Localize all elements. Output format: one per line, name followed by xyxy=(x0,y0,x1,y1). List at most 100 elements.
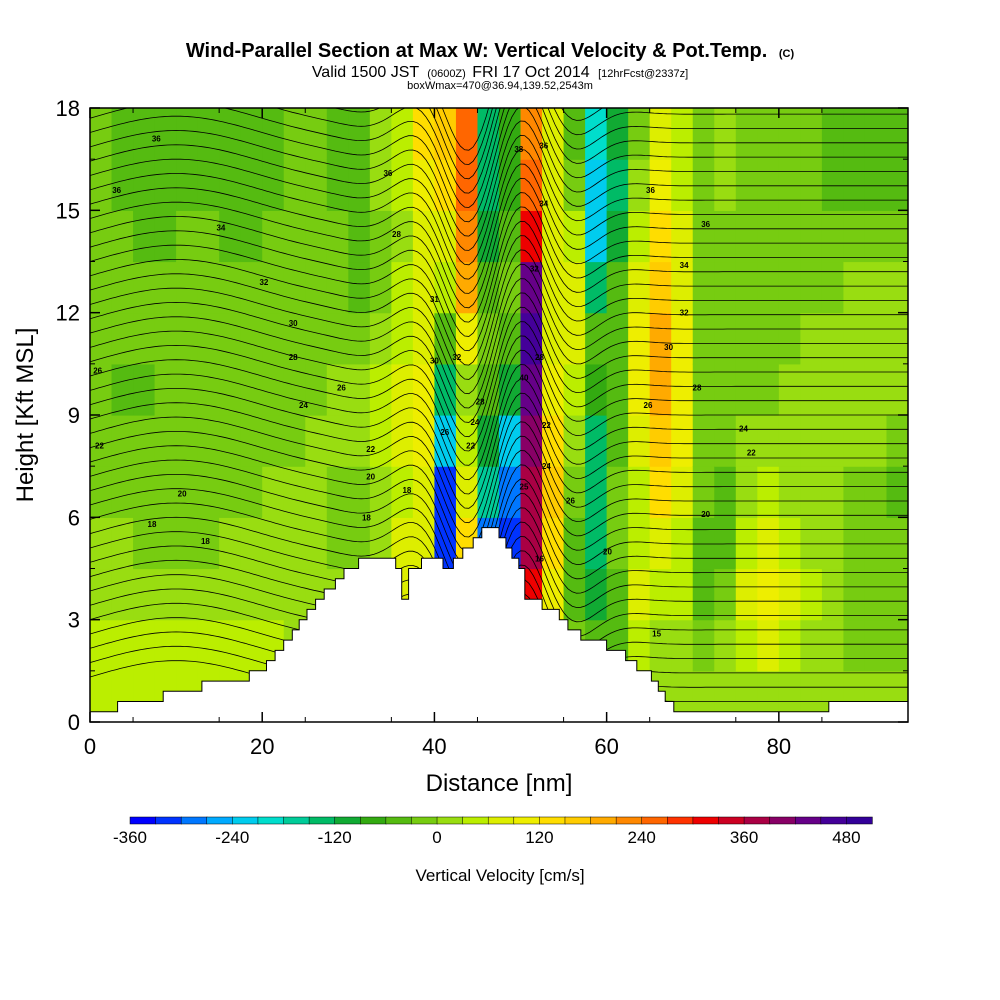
colorbar-swatch xyxy=(564,816,592,825)
colorbar-label: Vertical Velocity [cm/s] xyxy=(415,866,584,885)
field-cell xyxy=(176,619,199,672)
field-cell xyxy=(283,517,306,570)
field-cell xyxy=(455,261,479,314)
field-cell xyxy=(348,415,371,467)
field-cell xyxy=(886,261,908,314)
field-cell xyxy=(434,466,457,518)
field-cell xyxy=(843,568,866,621)
field-cell xyxy=(714,568,737,621)
field-cell xyxy=(800,210,823,263)
contour-label: 40 xyxy=(520,374,529,383)
field-cell xyxy=(649,312,672,365)
field-cell xyxy=(111,466,134,518)
field-cell xyxy=(111,517,134,570)
field-cell xyxy=(305,466,328,518)
theta-contour xyxy=(90,163,908,294)
field-cell xyxy=(111,415,134,467)
contour-label: 30 xyxy=(664,343,673,352)
y-tick-label: 6 xyxy=(68,505,80,530)
terrain xyxy=(89,527,909,723)
terrain-profile xyxy=(89,527,909,723)
field-cell xyxy=(176,568,199,621)
field-cell xyxy=(283,363,306,416)
field-cell xyxy=(477,466,500,518)
field-cell xyxy=(628,619,651,672)
colorbar-swatch xyxy=(846,816,873,825)
contour-label: 20 xyxy=(701,510,710,519)
field-cell xyxy=(778,466,801,518)
field-cell xyxy=(219,210,242,263)
colorbar-swatch xyxy=(667,816,694,825)
field-cell xyxy=(692,619,715,672)
field-cell xyxy=(671,108,694,160)
theta-contour xyxy=(275,108,908,194)
field-cell xyxy=(412,466,436,518)
field-cell xyxy=(649,108,672,160)
field-cell xyxy=(735,159,758,211)
contour-label: 26 xyxy=(337,384,346,393)
field-cell xyxy=(886,466,908,518)
colorbar-swatch xyxy=(436,816,464,825)
field-cell xyxy=(111,261,134,314)
field-cell xyxy=(305,363,328,416)
contour-label: 22 xyxy=(366,445,375,454)
field-cell xyxy=(585,415,608,467)
field-cell xyxy=(886,108,908,160)
field-cell xyxy=(864,159,888,211)
field-cell xyxy=(176,261,199,314)
field-cell xyxy=(391,108,414,160)
chart-subtitle: Valid 1500 JST (0600Z) FRI 17 Oct 2014 [… xyxy=(312,64,688,81)
field-cell xyxy=(348,466,371,518)
field-cell xyxy=(240,466,263,518)
field-cell xyxy=(585,261,608,314)
theta-contour xyxy=(90,407,908,538)
theta-contour xyxy=(90,120,908,251)
field-cell xyxy=(240,312,263,365)
contour-label: 18 xyxy=(362,513,371,522)
field-cell xyxy=(133,415,156,467)
field-cell xyxy=(757,159,780,211)
field-cell xyxy=(692,517,715,570)
x-tick-label: 80 xyxy=(767,734,791,759)
field-cell xyxy=(585,312,608,365)
field-cell xyxy=(563,312,586,365)
field-cell xyxy=(649,568,672,621)
x-tick-label: 20 xyxy=(250,734,274,759)
field-cell xyxy=(692,210,715,263)
field-cell xyxy=(176,159,199,211)
field-cell xyxy=(348,210,371,263)
y-tick-label: 15 xyxy=(56,198,80,223)
field-cell xyxy=(778,568,801,621)
colorbar-swatch xyxy=(385,816,413,825)
field-cell xyxy=(369,312,392,365)
field-cell xyxy=(240,363,263,416)
field-cell xyxy=(197,108,220,160)
field-cell xyxy=(305,261,328,314)
contour-label: 32 xyxy=(452,353,461,362)
field-cell xyxy=(90,466,113,518)
field-cell xyxy=(90,261,113,314)
theta-contour xyxy=(90,278,908,409)
field-cell xyxy=(219,108,242,160)
field-cell xyxy=(714,261,737,314)
contour-label: 36 xyxy=(539,142,548,151)
theta-contour xyxy=(90,134,908,266)
field-cell xyxy=(197,312,220,365)
field-cell xyxy=(542,415,565,467)
contour-label: 18 xyxy=(201,537,210,546)
field-cell xyxy=(692,108,715,160)
field-cell xyxy=(455,159,479,211)
field-cell xyxy=(176,415,199,467)
field-cell xyxy=(864,415,888,467)
field-cell xyxy=(133,261,156,314)
field-cell xyxy=(778,312,801,365)
field-cell xyxy=(348,108,371,160)
field-cell xyxy=(800,670,823,722)
field-cell xyxy=(735,466,758,518)
field-cell xyxy=(649,210,672,263)
field-cell xyxy=(714,159,737,211)
colorbar-tick-label: 480 xyxy=(832,828,860,847)
contour-label: 24 xyxy=(542,462,551,471)
field-cell xyxy=(283,261,306,314)
